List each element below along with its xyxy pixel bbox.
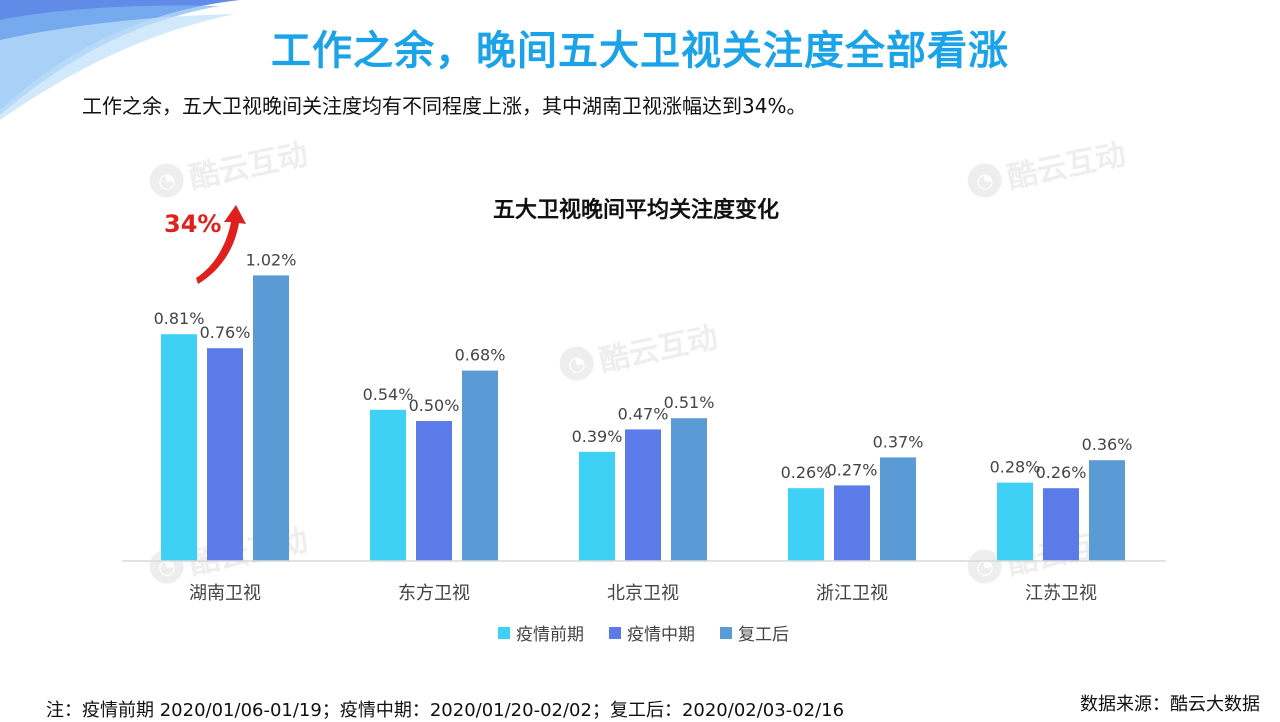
footnote: 注：疫情前期 2020/01/06-01/19；疫情中期：2020/01/20-… xyxy=(46,700,845,721)
x-tick-labels: 湖南卫视 东方卫视 北京卫视 浙江卫视 江苏卫视 xyxy=(189,583,1097,604)
legend-swatch xyxy=(609,627,621,639)
bar xyxy=(462,370,498,561)
data-label: 0.50% xyxy=(409,396,460,415)
page-title: 工作之余，晚间五大卫视关注度全部看涨 xyxy=(271,28,1009,74)
bar xyxy=(416,421,452,561)
bar xyxy=(370,409,406,561)
bar xyxy=(788,488,824,561)
bar xyxy=(671,418,707,561)
growth-label: 34% xyxy=(164,210,222,238)
legend-label: 疫情前期 xyxy=(516,625,584,645)
data-label: 0.27% xyxy=(827,460,878,479)
data-label: 0.51% xyxy=(664,393,715,412)
bar xyxy=(880,457,916,561)
legend-label: 复工后 xyxy=(738,625,789,645)
data-label: 0.39% xyxy=(572,427,623,446)
chart-title: 五大卫视晚间平均关注度变化 xyxy=(493,197,779,223)
data-source: 数据来源：酷云大数据 xyxy=(1080,694,1260,715)
data-label: 0.47% xyxy=(618,404,669,423)
legend-swatch xyxy=(498,627,510,639)
data-label: 0.68% xyxy=(455,346,506,365)
legend-label: 疫情中期 xyxy=(627,625,695,645)
legend-swatch xyxy=(720,627,732,639)
data-label: 0.54% xyxy=(363,385,414,404)
bar xyxy=(834,485,870,561)
data-label: 0.81% xyxy=(154,309,205,328)
corner-decoration xyxy=(0,0,240,120)
data-label: 0.37% xyxy=(873,432,924,451)
bar xyxy=(625,429,661,561)
bar xyxy=(997,482,1033,561)
x-tick-label: 东方卫视 xyxy=(398,583,470,604)
growth-arrow-icon xyxy=(196,205,246,284)
data-label: 0.26% xyxy=(1036,463,1087,482)
x-tick-label: 湖南卫视 xyxy=(189,583,261,604)
page-subtitle: 工作之余，五大卫视晚间关注度均有不同程度上涨，其中湖南卫视涨幅达到34%。 xyxy=(82,94,807,118)
bar xyxy=(253,275,289,561)
bar xyxy=(579,451,615,561)
data-label: 1.02% xyxy=(246,250,297,269)
bar xyxy=(1043,488,1079,561)
data-label: 0.26% xyxy=(781,463,832,482)
x-tick-label: 北京卫视 xyxy=(607,583,679,604)
data-label: 0.36% xyxy=(1082,435,1133,454)
bar xyxy=(207,348,243,561)
x-tick-label: 江苏卫视 xyxy=(1025,583,1097,604)
data-label: 0.28% xyxy=(990,458,1041,477)
bar xyxy=(1089,460,1125,561)
bars-group: 0.81%0.76% 1.02% 0.54%0.50% 0.68% 0.39% 0.47%… xyxy=(154,250,1133,561)
legend: 疫情前期 疫情中期 复工后 xyxy=(498,625,789,645)
data-label: 0.76% xyxy=(200,323,251,342)
x-tick-label: 浙江卫视 xyxy=(816,583,888,604)
bar xyxy=(161,334,197,561)
